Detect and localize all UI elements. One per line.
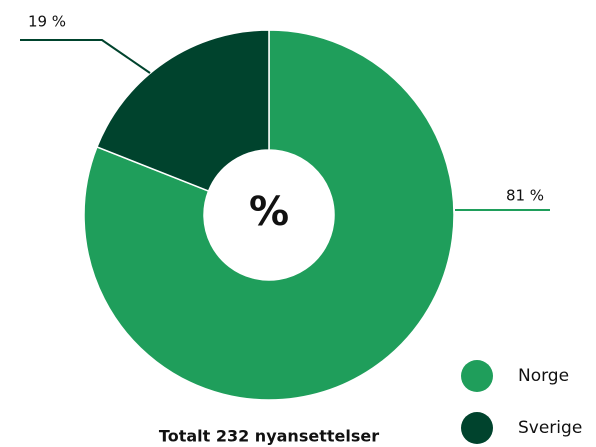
value-label: 19 % xyxy=(28,13,66,31)
leader-line xyxy=(20,39,151,74)
legend-swatch xyxy=(461,412,493,444)
value-label: 81 % xyxy=(506,187,544,205)
legend-label: Norge xyxy=(518,366,569,386)
legend-label: Sverige xyxy=(518,418,582,438)
legend-swatch xyxy=(461,360,493,392)
chart-title: Totalt 232 nyansettelser xyxy=(159,427,379,446)
donut-slice xyxy=(96,29,270,193)
center-label: % xyxy=(249,189,289,235)
donut-slice xyxy=(83,29,455,401)
